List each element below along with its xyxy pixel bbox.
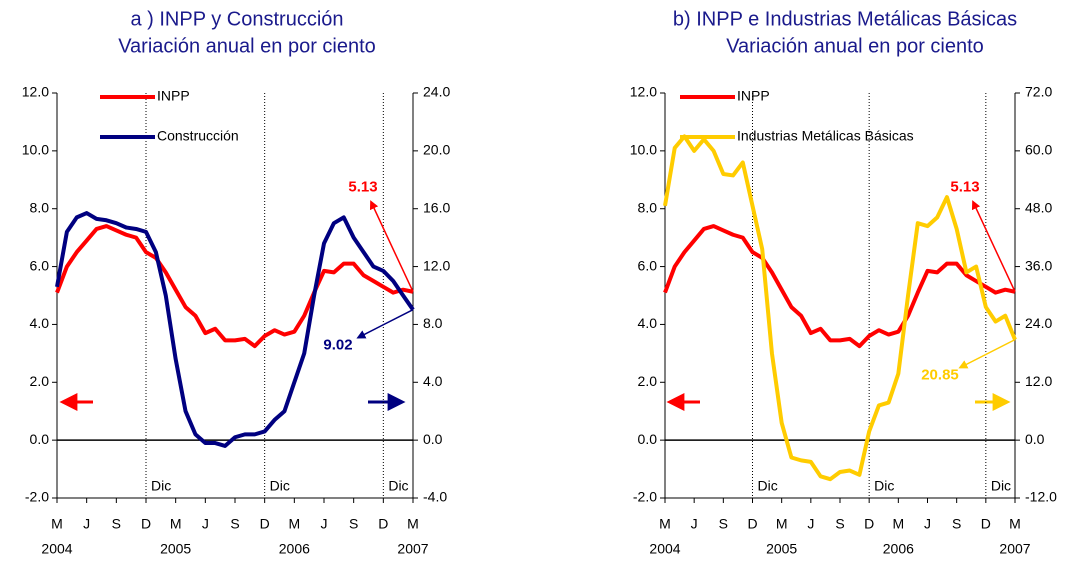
series-line bbox=[663, 134, 1017, 482]
y-tick-label: 8.0 bbox=[638, 199, 658, 215]
series-line bbox=[55, 211, 415, 448]
x-tick-label: J bbox=[321, 516, 328, 532]
x-tick-label: D bbox=[864, 516, 874, 532]
y2-tick-label: 48.0 bbox=[1025, 199, 1052, 215]
x-tick-label: S bbox=[719, 516, 728, 532]
y-tick-label: 12.0 bbox=[630, 84, 657, 100]
x-tick-label: M bbox=[407, 516, 419, 532]
chart-subtitle: Variación anual en por ciento bbox=[726, 35, 984, 57]
y2-tick-label: 0.0 bbox=[1025, 431, 1045, 447]
y-tick-label: 10.0 bbox=[630, 142, 657, 158]
y-tick-label: 2.0 bbox=[30, 373, 50, 389]
x-tick-label: M bbox=[1009, 516, 1021, 532]
legend-label: INPP bbox=[157, 88, 190, 104]
y2-tick-label: -12.0 bbox=[1025, 489, 1057, 505]
dic-label: Dic bbox=[758, 478, 778, 494]
dic-label: Dic bbox=[151, 478, 171, 494]
y-tick-label: 6.0 bbox=[638, 257, 658, 273]
x-tick-label: J bbox=[924, 516, 931, 532]
y-tick-label: -2.0 bbox=[25, 489, 49, 505]
chart-subtitle: Variación anual en por ciento bbox=[118, 35, 376, 57]
legend-label: Industrias Metálicas Básicas bbox=[737, 128, 914, 144]
y-tick-label: -2.0 bbox=[633, 489, 657, 505]
y-tick-label: 8.0 bbox=[30, 199, 50, 215]
y-tick-label: 2.0 bbox=[638, 373, 658, 389]
year-label: 2005 bbox=[766, 541, 797, 557]
x-tick-label: S bbox=[230, 516, 239, 532]
y2-tick-label: 20.0 bbox=[423, 142, 450, 158]
label-arrow bbox=[958, 338, 1016, 369]
series-line bbox=[663, 224, 1016, 349]
x-tick-label: M bbox=[288, 516, 300, 532]
x-tick-label: M bbox=[892, 516, 904, 532]
x-tick-label: M bbox=[170, 516, 182, 532]
x-tick-label: M bbox=[659, 516, 671, 532]
value-label: 5.13 bbox=[950, 179, 979, 196]
y2-tick-label: 4.0 bbox=[423, 373, 443, 389]
y2-tick-label: 24.0 bbox=[423, 84, 450, 100]
chart-title: b) INPP e Industrias Metálicas Básicas bbox=[673, 8, 1017, 30]
x-tick-label: S bbox=[952, 516, 961, 532]
y2-tick-label: -4.0 bbox=[423, 489, 447, 505]
x-tick-label: S bbox=[112, 516, 121, 532]
y2-tick-label: 8.0 bbox=[423, 315, 443, 331]
x-tick-label: D bbox=[747, 516, 757, 532]
y2-tick-label: 12.0 bbox=[1025, 373, 1052, 389]
year-label: 2007 bbox=[999, 541, 1030, 557]
label-arrow bbox=[971, 200, 1016, 293]
year-label: 2005 bbox=[160, 541, 191, 557]
y2-tick-label: 16.0 bbox=[423, 199, 450, 215]
dic-label: Dic bbox=[270, 478, 290, 494]
x-tick-label: D bbox=[141, 516, 151, 532]
y-tick-label: 6.0 bbox=[30, 257, 50, 273]
chart-title: a ) INPP y Construcción bbox=[130, 8, 343, 30]
x-tick-label: M bbox=[776, 516, 788, 532]
y-tick-label: 10.0 bbox=[22, 142, 49, 158]
year-label: 2007 bbox=[397, 541, 428, 557]
x-tick-label: D bbox=[260, 516, 270, 532]
y2-tick-label: 12.0 bbox=[423, 257, 450, 273]
dic-label: Dic bbox=[991, 478, 1011, 494]
dic-label: Dic bbox=[388, 478, 408, 494]
value-label: 20.85 bbox=[921, 367, 959, 384]
y2-tick-label: 36.0 bbox=[1025, 257, 1052, 273]
y-tick-label: 4.0 bbox=[30, 315, 50, 331]
year-label: 2006 bbox=[279, 541, 310, 557]
y-tick-label: 12.0 bbox=[22, 84, 49, 100]
year-label: 2004 bbox=[649, 541, 680, 557]
value-label: 5.13 bbox=[348, 179, 377, 196]
y2-tick-label: 60.0 bbox=[1025, 142, 1052, 158]
x-tick-label: S bbox=[835, 516, 844, 532]
series-line bbox=[55, 224, 414, 349]
legend-label: Construcción bbox=[157, 128, 239, 144]
value-label: 9.02 bbox=[323, 337, 352, 354]
x-tick-label: J bbox=[691, 516, 698, 532]
x-tick-label: J bbox=[83, 516, 90, 532]
dic-label: Dic bbox=[874, 478, 894, 494]
x-tick-label: S bbox=[349, 516, 358, 532]
y-tick-label: 0.0 bbox=[638, 431, 658, 447]
y2-tick-label: 24.0 bbox=[1025, 315, 1052, 331]
x-tick-label: M bbox=[51, 516, 63, 532]
label-arrow bbox=[356, 309, 414, 339]
x-tick-label: J bbox=[202, 516, 209, 532]
y-tick-label: 4.0 bbox=[638, 315, 658, 331]
year-label: 2006 bbox=[883, 541, 914, 557]
x-tick-label: D bbox=[378, 516, 388, 532]
y-tick-label: 0.0 bbox=[30, 431, 50, 447]
y2-tick-label: 72.0 bbox=[1025, 84, 1052, 100]
x-tick-label: J bbox=[807, 516, 814, 532]
y2-tick-label: 0.0 bbox=[423, 431, 443, 447]
label-arrow bbox=[369, 200, 414, 293]
year-label: 2004 bbox=[41, 541, 72, 557]
legend-label: INPP bbox=[737, 88, 770, 104]
x-tick-label: D bbox=[981, 516, 991, 532]
